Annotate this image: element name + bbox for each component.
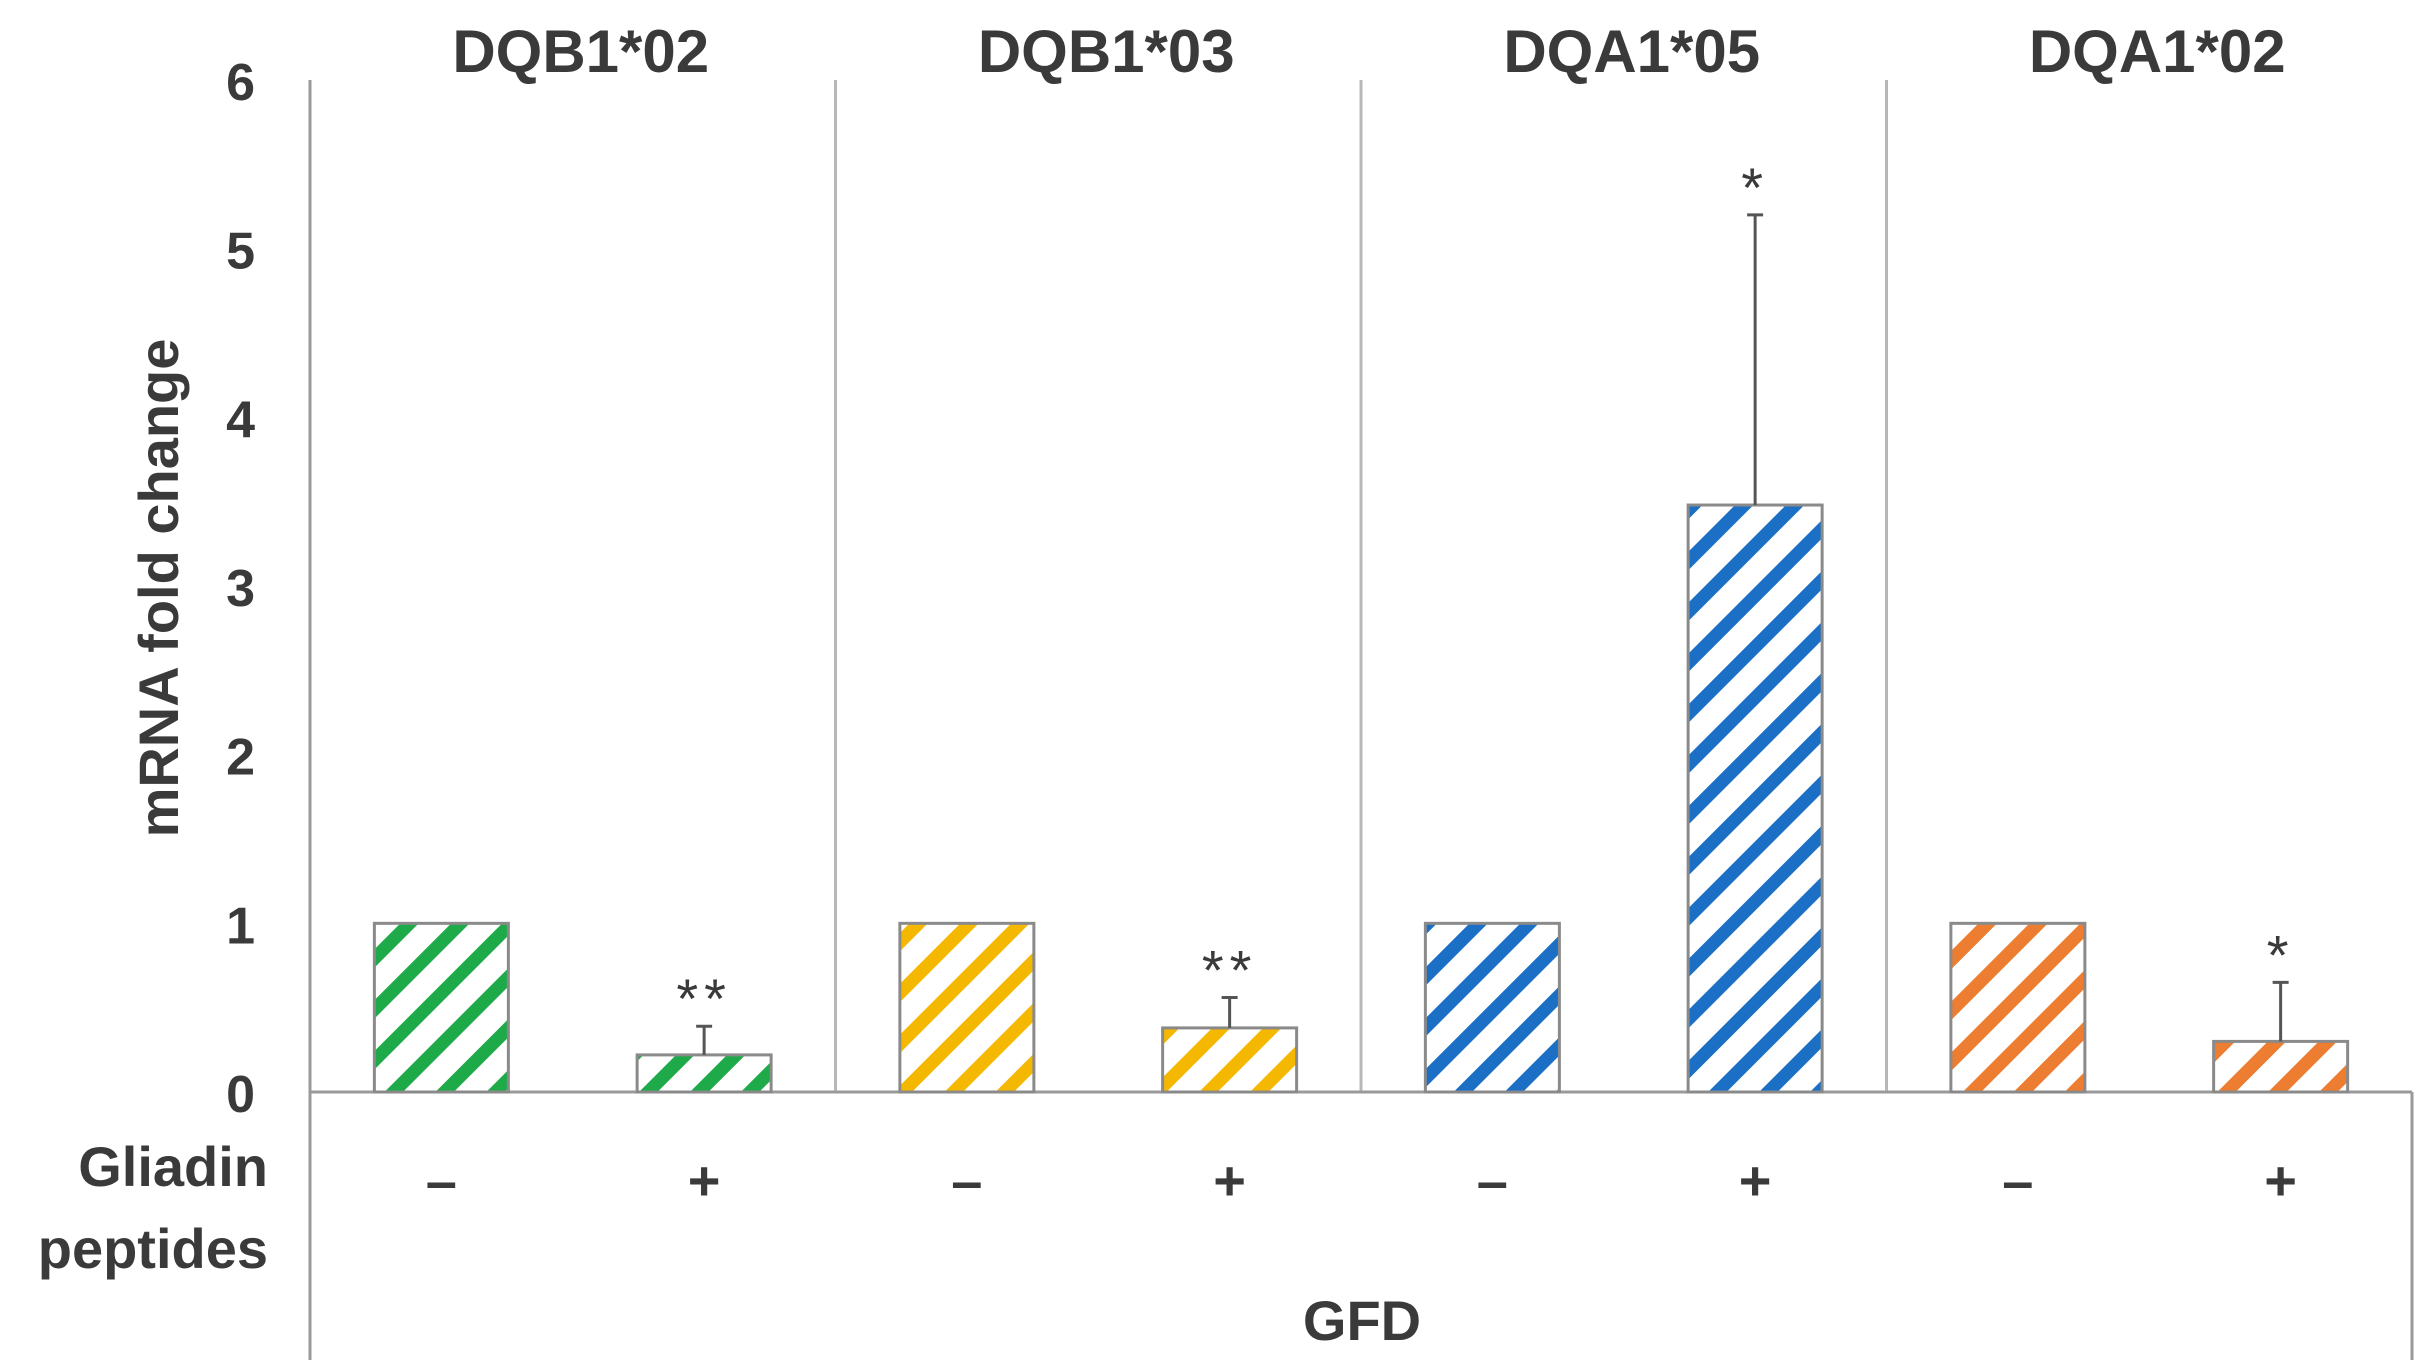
group-label-gfd: GFD bbox=[1303, 1289, 1421, 1352]
y-tick-label: 2 bbox=[226, 729, 255, 787]
bar bbox=[372, 921, 510, 1094]
bar bbox=[635, 1053, 773, 1094]
y-tick-label: 4 bbox=[226, 391, 255, 449]
y-tick-label: 0 bbox=[226, 1066, 255, 1124]
group-title: DQB1*03 bbox=[978, 18, 1235, 85]
group-title: DQA1*05 bbox=[1503, 18, 1760, 85]
treatment-label: – bbox=[1477, 1149, 1508, 1212]
bar bbox=[1686, 503, 1824, 1094]
significance-marker: * bbox=[2267, 923, 2295, 986]
row-label-peptides: peptides bbox=[38, 1217, 268, 1280]
treatment-label: – bbox=[951, 1149, 982, 1212]
treatment-label: – bbox=[426, 1149, 457, 1212]
treatment-label: + bbox=[2264, 1149, 2297, 1212]
significance-marker: ** bbox=[676, 967, 732, 1030]
treatment-label: + bbox=[688, 1149, 721, 1212]
bars: ** **** bbox=[372, 156, 2350, 1094]
y-axis-label: mRNA fold change bbox=[127, 339, 190, 838]
y-tick-label: 3 bbox=[226, 560, 255, 618]
treatment-label: – bbox=[2002, 1149, 2033, 1212]
bar bbox=[1161, 1026, 1299, 1094]
row-label-gliadin: Gliadin bbox=[78, 1135, 268, 1198]
bar bbox=[1423, 921, 1561, 1094]
group-separators bbox=[834, 80, 1888, 1092]
treatment-label: + bbox=[1739, 1149, 1772, 1212]
y-tick-label: 6 bbox=[226, 54, 255, 112]
bar bbox=[2212, 1039, 2350, 1094]
y-tick-label: 1 bbox=[226, 897, 255, 955]
group-titles: DQB1*02 DQB1*03 DQA1*05 DQA1*02 bbox=[452, 18, 2285, 85]
bar bbox=[898, 921, 1036, 1094]
significance-marker: * bbox=[1741, 156, 1769, 219]
y-tick-labels: 0 1 2 3 4 5 6 bbox=[226, 54, 255, 1124]
significance-marker: ** bbox=[1202, 939, 1258, 1002]
y-tick-label: 5 bbox=[226, 223, 255, 281]
treatment-labels: – + – + – + – + bbox=[426, 1149, 2297, 1212]
group-title: DQA1*02 bbox=[2029, 18, 2286, 85]
group-title: DQB1*02 bbox=[452, 18, 709, 85]
bar bbox=[1949, 921, 2087, 1094]
treatment-label: + bbox=[1213, 1149, 1246, 1212]
